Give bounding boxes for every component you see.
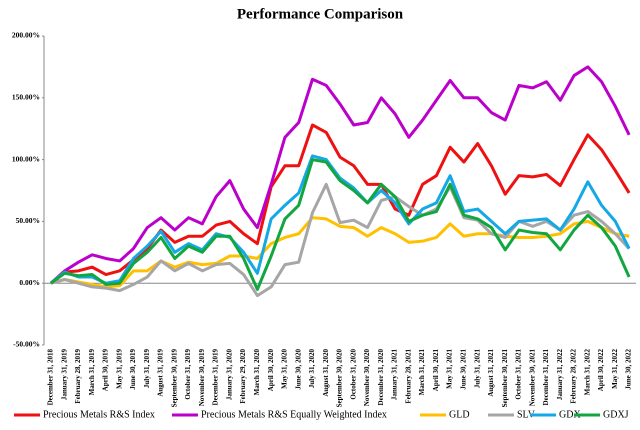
x-tick-label: January 31, 2020: [225, 349, 233, 401]
y-tick-label: 0.00%: [19, 278, 40, 287]
x-tick-label: September 30, 2021: [501, 349, 509, 408]
x-tick-label: December 31, 2021: [542, 349, 550, 406]
x-tick-label: February 28, 2019: [74, 349, 82, 404]
series-line: [49, 65, 631, 285]
x-tick-label: May 31, 2019: [115, 349, 123, 389]
x-tick-label: August 31, 2021: [487, 349, 495, 397]
x-tick-label: May 31, 2021: [446, 349, 454, 389]
y-tick-label: 50.00%: [16, 216, 40, 225]
legend-label: GDX: [559, 409, 581, 420]
x-tick-label: April 30, 2022: [597, 349, 605, 392]
x-tick-label: January 31, 2021: [391, 349, 399, 401]
x-tick-label: December 31, 2019: [212, 349, 220, 406]
x-tick-label: April 30, 2021: [432, 349, 440, 392]
series-line: [50, 158, 631, 291]
y-tick-label: 200.00%: [12, 31, 40, 40]
y-tick-label: 150.00%: [12, 93, 40, 102]
chart-title: Performance Comparison: [237, 6, 404, 22]
series-line: [49, 123, 631, 285]
x-tick-label: February 28, 2022: [570, 349, 578, 404]
x-tick-label: April 30, 2020: [267, 349, 275, 392]
legend-label: GDXJ: [603, 409, 629, 420]
x-tick-label: October 31, 2021: [515, 349, 523, 400]
x-tick-label: December 31, 2018: [46, 349, 54, 406]
series-line: [50, 182, 631, 298]
x-tick-label: August 31, 2019: [157, 349, 165, 397]
x-tick-label: May 31, 2022: [611, 349, 619, 389]
legend-label: Precious Metals R&S Index: [43, 409, 155, 420]
x-tick-label: March 31, 2021: [418, 349, 426, 396]
x-tick-label: June 30, 2021: [460, 349, 468, 390]
x-tick-label: July 31, 2019: [143, 349, 151, 389]
y-tick-label: -50.00%: [13, 340, 40, 349]
x-tick-label: November 30, 2021: [528, 349, 536, 407]
x-tick-label: November 30, 2019: [198, 349, 206, 407]
x-tick-label: January 31, 2019: [60, 349, 68, 401]
x-tick-label: August 31, 2020: [322, 349, 330, 397]
x-tick-label: January 31, 2022: [556, 349, 564, 401]
x-tick-label: July 31, 2020: [308, 349, 316, 389]
x-tick-label: September 30, 2019: [170, 349, 178, 408]
legend-label: SLV: [517, 409, 536, 420]
series-line: [50, 216, 630, 289]
x-tick-label: June 30, 2022: [625, 349, 633, 390]
y-tick-label: 100.00%: [12, 154, 40, 163]
x-tick-label: September 30, 2020: [336, 349, 344, 408]
x-tick-label: February 28, 2021: [404, 349, 412, 404]
x-tick-label: November 30, 2020: [363, 349, 371, 407]
x-tick-label: March 31, 2019: [88, 349, 96, 396]
x-tick-label: October 31, 2019: [184, 349, 192, 400]
x-tick-label: March 31, 2022: [583, 349, 591, 396]
x-tick-label: December 31, 2020: [377, 349, 385, 406]
x-tick-label: July 31, 2021: [473, 349, 481, 389]
x-tick-label: March 31, 2020: [253, 349, 261, 396]
x-tick-label: June 30, 2019: [129, 349, 137, 390]
x-tick-label: October 31, 2020: [349, 349, 357, 400]
x-tick-label: April 30, 2019: [102, 349, 110, 392]
x-tick-label: June 30, 2020: [294, 349, 302, 390]
legend-label: GLD: [449, 409, 470, 420]
legend-label: Precious Metals R&S Equally Weighted Ind…: [201, 409, 387, 420]
x-tick-label: February 29, 2020: [239, 349, 247, 404]
x-tick-label: May 31, 2020: [281, 349, 289, 389]
